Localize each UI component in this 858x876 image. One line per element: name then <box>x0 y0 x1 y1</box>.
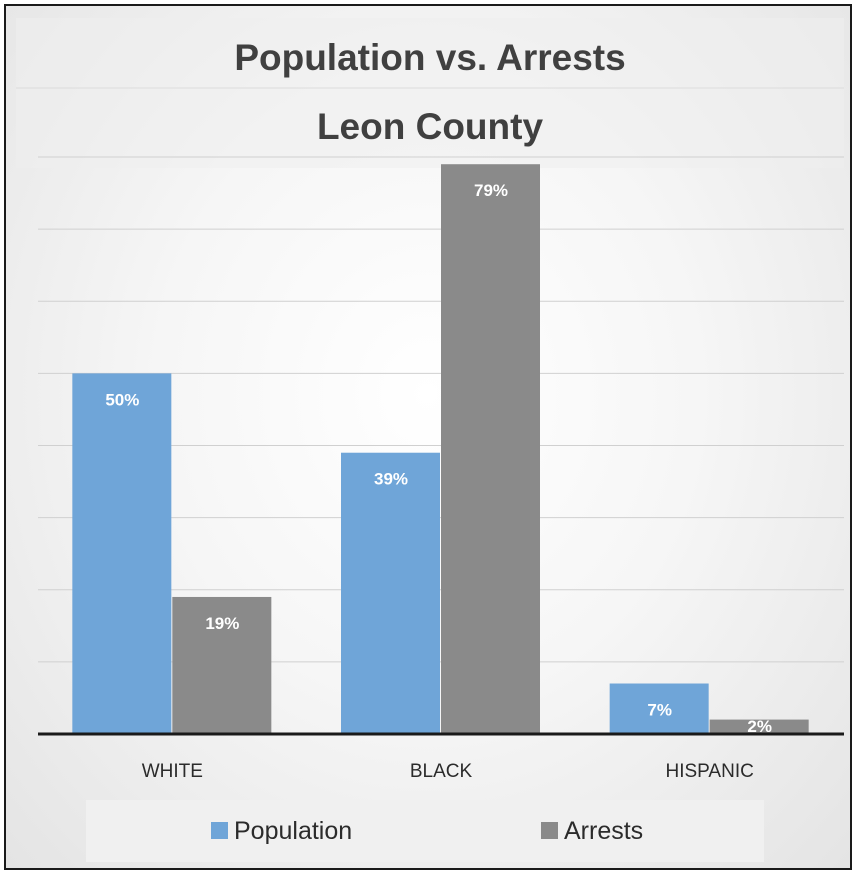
bar-population-white <box>72 373 172 734</box>
title-band <box>16 18 844 168</box>
bar-chart: Population vs. Arrests Leon County 50% 19… <box>16 18 844 862</box>
data-label-arrests-hispanic: 2% <box>747 717 772 736</box>
chart-title: Population vs. Arrests <box>234 37 625 78</box>
legend-swatch-arrests <box>541 822 558 839</box>
chart-frame: Population vs. Arrests Leon County 50% 19… <box>4 4 852 870</box>
bar-arrests-hispanic <box>709 719 809 734</box>
legend: Population Arrests <box>211 817 643 845</box>
bar-arrests-black <box>441 164 540 734</box>
data-label-arrests-black: 79% <box>474 181 508 200</box>
legend-label-population: Population <box>234 817 352 845</box>
legend-box <box>86 800 764 862</box>
category-labels: WHITE BLACK HISPANIC <box>142 761 754 782</box>
legend-swatch-population <box>211 822 228 839</box>
bar-population-black <box>341 452 440 734</box>
bars <box>72 164 809 734</box>
legend-label-arrests: Arrests <box>564 817 643 845</box>
bar-arrests-white <box>172 596 272 734</box>
data-label-population-hispanic: 7% <box>647 701 672 720</box>
bar-population-hispanic <box>609 683 709 734</box>
category-label: WHITE <box>142 761 203 782</box>
data-label-arrests-white: 19% <box>205 614 239 633</box>
data-labels: 50% 19% 39% 79% 7% 2% <box>105 181 772 736</box>
category-label: BLACK <box>410 761 473 782</box>
data-label-population-black: 39% <box>374 470 408 489</box>
data-label-population-white: 50% <box>105 390 139 409</box>
category-label: HISPANIC <box>665 761 753 782</box>
chart-subtitle: Leon County <box>317 106 544 147</box>
